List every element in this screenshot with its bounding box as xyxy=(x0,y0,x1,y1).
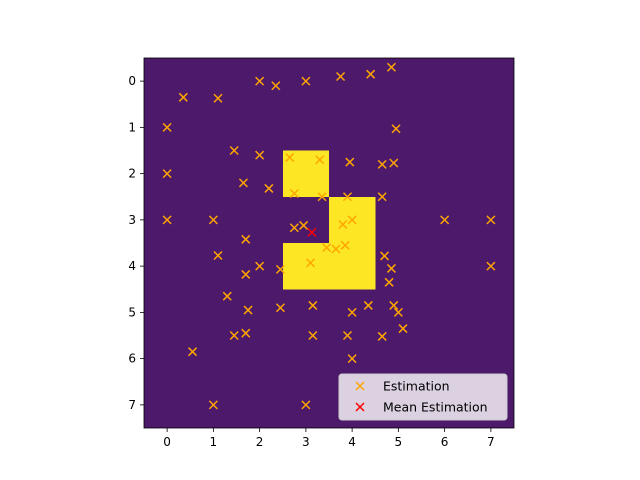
estimation-marker xyxy=(317,192,327,202)
estimation-marker xyxy=(162,215,172,225)
y-tick-label: 5 xyxy=(128,305,136,319)
estimation-marker xyxy=(188,347,198,357)
estimation-marker xyxy=(229,145,239,156)
estimation-marker xyxy=(301,400,311,410)
estimation-marker xyxy=(386,62,396,72)
x-tick-label: 6 xyxy=(441,435,449,449)
estimation-marker xyxy=(322,243,332,253)
x-tick-label: 2 xyxy=(256,435,264,449)
estimation-marker xyxy=(386,263,396,273)
estimation-marker xyxy=(255,261,265,271)
estimation-marker xyxy=(289,223,299,233)
y-tick-label: 1 xyxy=(128,120,136,134)
estimation-marker xyxy=(336,71,346,82)
estimation-marker xyxy=(289,188,299,199)
estimation-marker xyxy=(255,150,265,160)
estimation-marker xyxy=(347,354,357,364)
estimation-marker xyxy=(241,234,251,244)
legend-estimation-label: Estimation xyxy=(383,379,450,394)
estimation-marker xyxy=(345,157,355,167)
x-tick-label: 4 xyxy=(348,435,356,449)
estimation-marker xyxy=(255,76,265,86)
x-axis: 0 1 2 3 4 5 6 7 xyxy=(163,428,495,449)
y-tick-label: 0 xyxy=(128,74,136,88)
estimation-marker xyxy=(301,76,311,86)
estimation-marker xyxy=(389,300,399,310)
estimation-marker xyxy=(308,330,318,341)
estimation-marker xyxy=(271,81,281,91)
estimation-marker xyxy=(308,300,318,310)
plot-area xyxy=(143,57,515,429)
legend-estimation-marker xyxy=(355,381,365,391)
y-tick-label: 4 xyxy=(128,259,136,273)
estimation-marker xyxy=(363,300,373,310)
estimation-marker xyxy=(241,328,251,338)
y-tick-label: 2 xyxy=(128,167,136,181)
axes-frame xyxy=(143,57,515,429)
estimation-marker xyxy=(340,240,350,250)
x-tick-label: 5 xyxy=(395,435,403,449)
estimation-marker xyxy=(213,250,223,261)
estimation-marker xyxy=(338,219,348,230)
x-tick-label: 7 xyxy=(487,435,495,449)
estimation-marker xyxy=(222,291,232,301)
estimation-marker xyxy=(275,264,285,274)
estimation-marker xyxy=(389,158,399,168)
estimation-marker xyxy=(243,305,253,315)
estimation-marker xyxy=(305,258,316,268)
estimation-marker xyxy=(162,122,172,132)
estimation-marker xyxy=(275,303,285,313)
estimation-marker xyxy=(264,183,274,193)
estimation-marker xyxy=(213,93,223,103)
mean-estimation-marker xyxy=(307,227,317,237)
estimation-marker xyxy=(162,169,172,179)
x-tick-label: 3 xyxy=(302,435,310,449)
estimation-marker xyxy=(391,124,401,134)
y-tick-label: 7 xyxy=(128,398,136,412)
estimation-marker xyxy=(342,330,353,341)
estimation-marker xyxy=(208,215,218,225)
estimation-marker xyxy=(398,324,408,334)
estimation-marker xyxy=(229,330,239,341)
estimation-marker xyxy=(366,69,376,79)
estimation-marker xyxy=(393,307,403,317)
estimation-marker xyxy=(377,331,387,341)
legend: Estimation Mean Estimation xyxy=(338,373,508,421)
estimation-marker xyxy=(377,159,387,169)
estimation-marker xyxy=(440,215,450,225)
estimation-marker xyxy=(331,244,341,254)
legend-mean-estimation-label: Mean Estimation xyxy=(383,400,488,415)
estimation-marker xyxy=(178,92,188,102)
estimation-marker xyxy=(347,307,357,317)
legend-mean-estimation-marker xyxy=(355,402,365,412)
estimation-marker xyxy=(377,192,387,202)
estimation-marker xyxy=(315,155,325,165)
estimation-marker xyxy=(238,178,248,188)
estimation-marker xyxy=(347,215,357,225)
estimation-marker xyxy=(486,215,496,225)
estimation-marker xyxy=(299,220,309,230)
estimation-marker xyxy=(384,277,394,287)
estimation-marker xyxy=(486,261,496,271)
x-tick-label: 1 xyxy=(210,435,218,449)
legend-box xyxy=(338,373,508,421)
estimation-marker xyxy=(285,152,295,162)
y-tick-label: 3 xyxy=(128,213,136,227)
estimation-marker xyxy=(241,269,251,279)
y-axis: 0 1 2 3 4 5 6 7 xyxy=(128,74,144,412)
highlighted-cell xyxy=(282,243,329,290)
y-tick-label: 6 xyxy=(128,352,136,366)
estimation-marker xyxy=(379,251,390,261)
x-tick-label: 0 xyxy=(163,435,171,449)
estimation-marker xyxy=(208,400,218,410)
estimation-marker xyxy=(342,192,353,202)
